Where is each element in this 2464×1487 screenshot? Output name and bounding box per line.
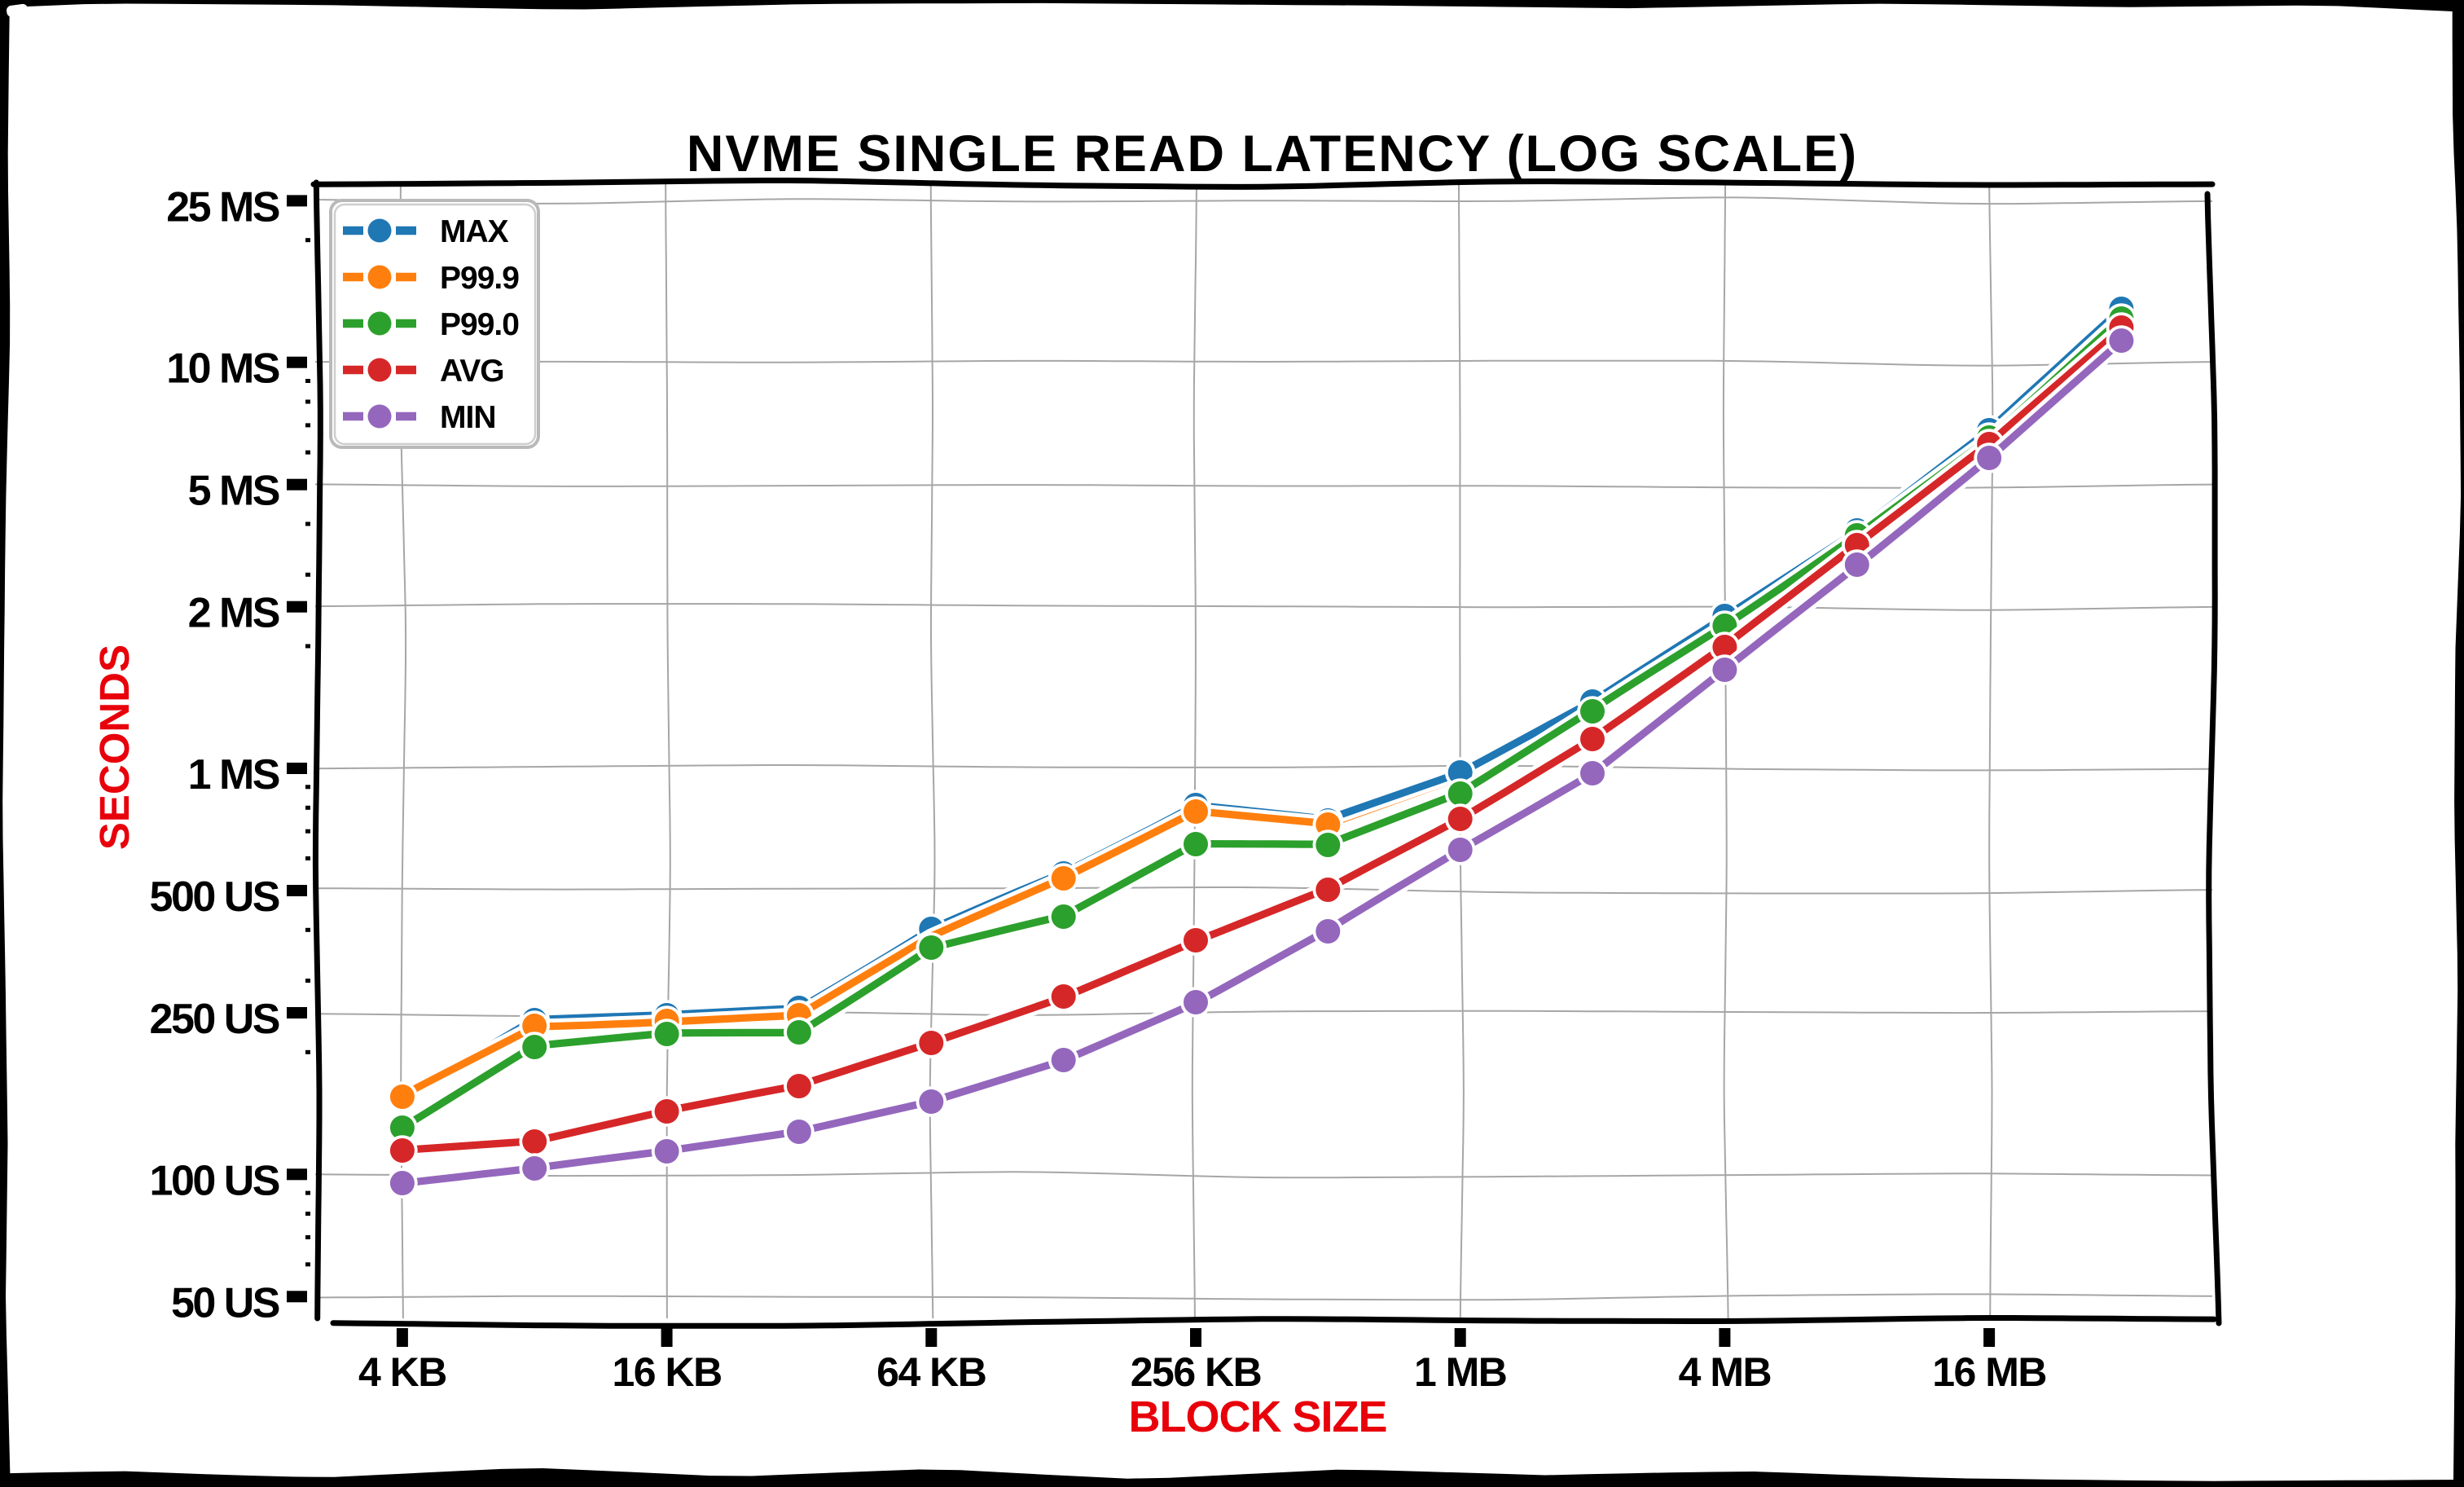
- svg-text:MIN: MIN: [440, 400, 496, 435]
- svg-text:1 MS: 1 MS: [188, 751, 279, 798]
- svg-text:500 US: 500 US: [150, 873, 279, 921]
- svg-text:10 MS: 10 MS: [166, 345, 279, 393]
- svg-text:SECONDS: SECONDS: [91, 645, 138, 850]
- svg-text:25 MS: 25 MS: [166, 183, 279, 231]
- svg-text:64 KB: 64 KB: [876, 1349, 986, 1395]
- svg-text:100 US: 100 US: [150, 1157, 279, 1204]
- svg-text:4 KB: 4 KB: [358, 1349, 446, 1395]
- svg-text:MAX: MAX: [440, 214, 509, 249]
- svg-text:250 US: 250 US: [150, 996, 279, 1043]
- svg-text:256 KB: 256 KB: [1131, 1349, 1262, 1395]
- svg-text:1 MB: 1 MB: [1414, 1349, 1506, 1395]
- svg-text:4 MB: 4 MB: [1679, 1349, 1771, 1395]
- svg-text:2 MS: 2 MS: [188, 590, 279, 637]
- svg-text:16 KB: 16 KB: [612, 1349, 721, 1395]
- svg-text:P99.9: P99.9: [440, 261, 519, 296]
- svg-text:50 US: 50 US: [171, 1279, 279, 1326]
- svg-text:NVME SINGLE READ LATENCY (LOG: NVME SINGLE READ LATENCY (LOG SCALE): [687, 125, 1858, 183]
- svg-text:AVG: AVG: [440, 354, 504, 389]
- svg-text:5 MS: 5 MS: [188, 468, 279, 515]
- svg-text:16 MB: 16 MB: [1932, 1349, 2046, 1395]
- svg-text:BLOCK SIZE: BLOCK SIZE: [1128, 1392, 1386, 1441]
- svg-text:P99.0: P99.0: [440, 307, 519, 342]
